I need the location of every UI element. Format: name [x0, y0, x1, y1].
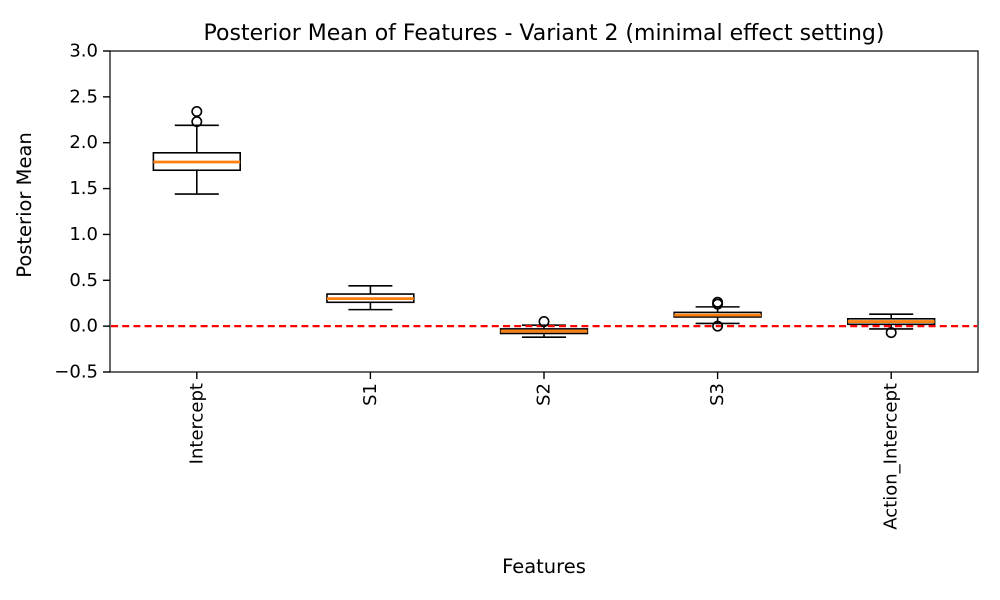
x-tick-label: Action_Intercept	[881, 383, 902, 530]
x-axis-ticks: Intercept S1 S2 S3 Action_Intercept	[186, 372, 902, 530]
x-axis-label: Features	[502, 555, 586, 578]
plot-area	[109, 50, 979, 373]
x-tick-label: S2	[534, 383, 555, 406]
outlier-point	[885, 327, 897, 339]
outlier-point	[712, 296, 724, 308]
y-tick-label: 2.5	[69, 86, 98, 107]
y-axis-ticks: −0.5 0.0 0.5 1.0 1.5 2.0 2.5 3.0	[54, 41, 110, 383]
outlier-point	[191, 106, 203, 118]
y-tick-label: 1.0	[69, 224, 98, 245]
y-tick-label: 2.0	[69, 132, 98, 153]
x-tick-label: S3	[707, 383, 728, 406]
y-tick-label: 3.0	[69, 41, 98, 62]
x-tick-label: S1	[360, 383, 381, 406]
y-tick-label: −0.5	[54, 362, 98, 383]
outlier-points	[191, 106, 897, 339]
boxplots	[152, 124, 936, 338]
x-tick-label: Intercept	[186, 383, 207, 464]
y-tick-label: 0.0	[69, 316, 98, 337]
y-axis-label: Posterior Mean	[13, 132, 36, 278]
y-tick-label: 1.5	[69, 178, 98, 199]
outlier-point	[712, 320, 724, 332]
chart-title: Posterior Mean of Features - Variant 2 (…	[204, 21, 885, 46]
y-tick-label: 0.5	[69, 270, 98, 291]
outlier-point	[538, 316, 550, 328]
